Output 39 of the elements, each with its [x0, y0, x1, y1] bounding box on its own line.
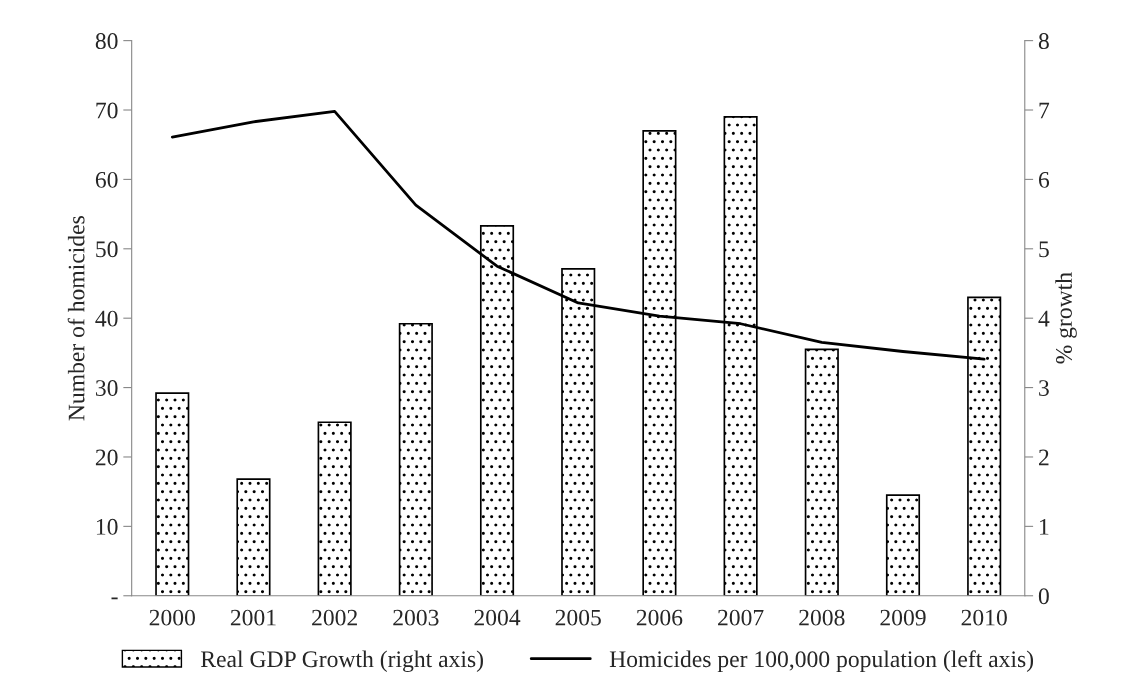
y2-tick-label: 0: [1038, 588, 1049, 605]
x-tick-label: 2003: [393, 609, 439, 626]
y2-tick-label: 6: [1038, 171, 1050, 188]
y2-tick-label: 1: [1040, 518, 1049, 535]
bar: [885, 494, 921, 596]
x-tick-label: 2006: [636, 609, 683, 626]
bar: [155, 392, 190, 596]
y2-tick-label: 7: [1039, 102, 1050, 119]
x-tick-label: 2004: [474, 609, 521, 626]
legend-label: Real GDP Growth (right axis): [200, 650, 483, 673]
y-tick-label: -: [111, 597, 118, 600]
y-tick-label: 20: [95, 449, 118, 466]
y-tick-label: 10: [96, 518, 118, 535]
x-tick-label: 2005: [555, 609, 601, 626]
x-tick-label: 2008: [799, 609, 845, 626]
bar: [317, 421, 352, 596]
x-tick-label: 2010: [961, 609, 1007, 626]
y2-axis-title: % growth: [1055, 272, 1077, 364]
y2-tick-label: 5: [1039, 241, 1049, 258]
y2-tick-label: 4: [1038, 310, 1050, 327]
y-tick-label: 40: [95, 310, 118, 327]
bar: [236, 478, 271, 596]
y2-tick-label: 3: [1039, 380, 1049, 397]
x-tick-label: 2009: [880, 609, 926, 626]
y-tick-label: 30: [96, 380, 118, 397]
y2-tick-label: 2: [1039, 449, 1049, 466]
x-tick-label: 2000: [149, 609, 195, 626]
x-tick-label: 2007: [718, 609, 764, 626]
y2-tick-label: 8: [1038, 33, 1049, 50]
y-tick-label: 50: [96, 241, 118, 258]
y-axis-title: Number of homicides: [67, 216, 85, 421]
bar: [398, 322, 433, 596]
x-tick-label: 2002: [312, 609, 357, 626]
legend-label: Homicides per 100,000 population (left axis): [609, 650, 1034, 672]
y-tick-label: 80: [95, 33, 118, 50]
bar: [804, 348, 839, 596]
x-tick-label: 2001: [230, 609, 276, 626]
y-tick-label: 60: [95, 171, 118, 188]
y-tick-label: 70: [96, 102, 118, 119]
